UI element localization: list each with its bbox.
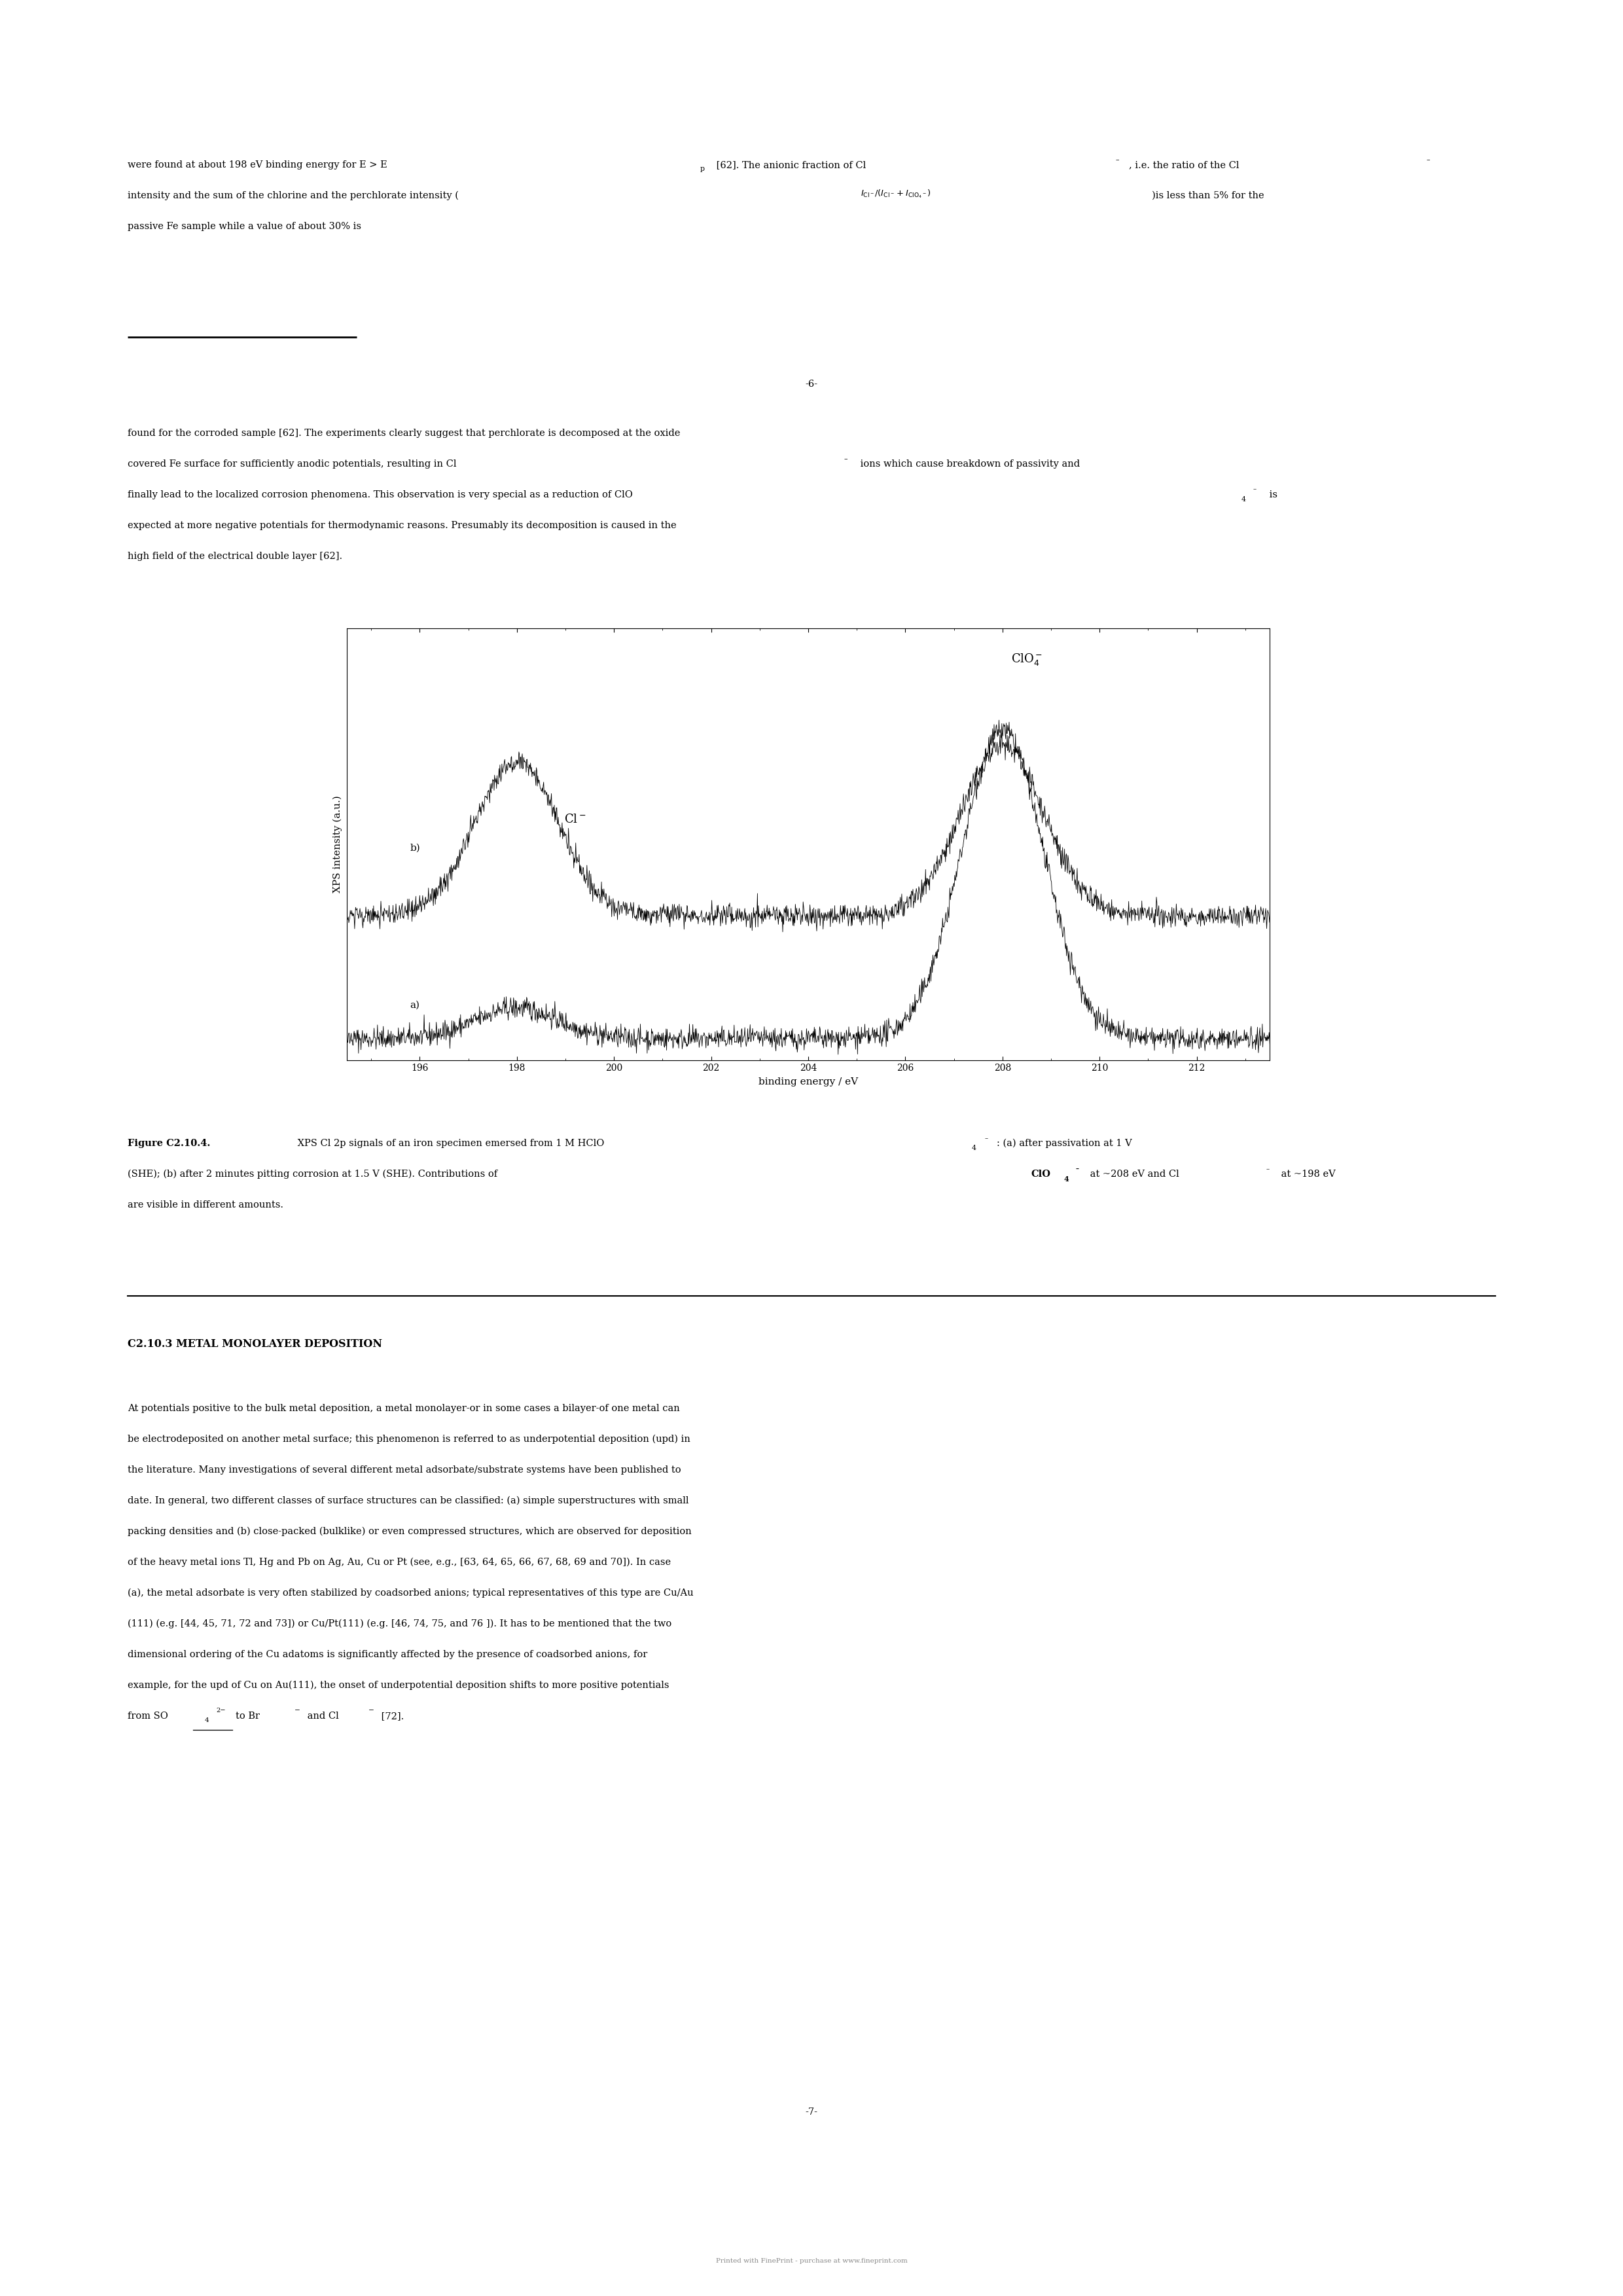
Text: is: is: [1266, 491, 1277, 501]
Text: –: –: [1117, 156, 1120, 163]
Text: example, for the upd of Cu on Au(111), the onset of underpotential deposition sh: example, for the upd of Cu on Au(111), t…: [128, 1681, 669, 1690]
Text: to Br: to Br: [235, 1711, 260, 1720]
Text: are visible in different amounts.: are visible in different amounts.: [128, 1201, 284, 1210]
Text: 4: 4: [1242, 496, 1246, 503]
Text: −: −: [368, 1708, 375, 1713]
Text: −: −: [294, 1708, 300, 1713]
Text: b): b): [411, 843, 420, 852]
Text: C2.10.3 METAL MONOLAYER DEPOSITION: C2.10.3 METAL MONOLAYER DEPOSITION: [128, 1339, 381, 1350]
Text: 4: 4: [204, 1717, 209, 1724]
Text: -6-: -6-: [805, 379, 818, 388]
Y-axis label: XPS intensity (a.u.): XPS intensity (a.u.): [333, 797, 342, 893]
Text: : (a) after passivation at 1 V: : (a) after passivation at 1 V: [997, 1139, 1131, 1148]
Text: [72].: [72].: [378, 1711, 404, 1720]
Text: 2−: 2−: [216, 1708, 226, 1713]
Text: (a), the metal adsorbate is very often stabilized by coadsorbed anions; typical : (a), the metal adsorbate is very often s…: [128, 1589, 693, 1598]
Text: [62]. The anionic fraction of Cl: [62]. The anionic fraction of Cl: [714, 161, 867, 170]
Text: of the heavy metal ions Tl, Hg and Pb on Ag, Au, Cu or Pt (see, e.g., [63, 64, 6: of the heavy metal ions Tl, Hg and Pb on…: [128, 1557, 670, 1568]
Text: Figure C2.10.4.: Figure C2.10.4.: [128, 1139, 211, 1148]
Text: (SHE); (b) after 2 minutes pitting corrosion at 1.5 V (SHE). Contributions of: (SHE); (b) after 2 minutes pitting corro…: [128, 1169, 500, 1180]
Text: expected at more negative potentials for thermodynamic reasons. Presumably its d: expected at more negative potentials for…: [128, 521, 677, 530]
Text: passive Fe sample while a value of about 30% is: passive Fe sample while a value of about…: [128, 223, 362, 232]
Text: , i.e. the ratio of the Cl: , i.e. the ratio of the Cl: [1130, 161, 1240, 170]
Text: -7-: -7-: [805, 2108, 818, 2117]
Text: packing densities and (b) close-packed (bulklike) or even compressed structures,: packing densities and (b) close-packed (…: [128, 1527, 691, 1536]
Text: covered Fe surface for sufficiently anodic potentials, resulting in Cl: covered Fe surface for sufficiently anod…: [128, 459, 456, 468]
Text: Printed with FinePrint - purchase at www.fineprint.com: Printed with FinePrint - purchase at www…: [716, 2257, 907, 2264]
Text: XPS Cl 2p signals of an iron specimen emersed from 1 M HClO: XPS Cl 2p signals of an iron specimen em…: [294, 1139, 604, 1148]
Text: intensity and the sum of the chlorine and the perchlorate intensity (: intensity and the sum of the chlorine an…: [128, 191, 459, 200]
Text: Cl$^-$: Cl$^-$: [565, 813, 586, 824]
Text: and Cl: and Cl: [305, 1711, 339, 1720]
Text: p: p: [700, 165, 704, 172]
Text: found for the corroded sample [62]. The experiments clearly suggest that perchlo: found for the corroded sample [62]. The …: [128, 429, 680, 439]
Text: 4: 4: [1063, 1176, 1068, 1182]
Text: (111) (e.g. [44, 45, 71, 72 and 73]) or Cu/Pt(111) (e.g. [46, 74, 75, and 76 ]).: (111) (e.g. [44, 45, 71, 72 and 73]) or …: [128, 1619, 672, 1628]
Text: ions which cause breakdown of passivity and: ions which cause breakdown of passivity …: [857, 459, 1079, 468]
Text: –: –: [1266, 1166, 1269, 1173]
Text: a): a): [411, 1001, 420, 1010]
Text: ClO: ClO: [1031, 1169, 1050, 1178]
X-axis label: binding energy / eV: binding energy / eV: [758, 1077, 859, 1086]
Text: be electrodeposited on another metal surface; this phenomenon is referred to as : be electrodeposited on another metal sur…: [128, 1435, 690, 1444]
Text: at ~198 eV: at ~198 eV: [1279, 1169, 1336, 1178]
Text: high field of the electrical double layer [62].: high field of the electrical double laye…: [128, 551, 342, 560]
Text: date. In general, two different classes of surface structures can be classified:: date. In general, two different classes …: [128, 1497, 688, 1506]
Text: dimensional ordering of the Cu adatoms is significantly affected by the presence: dimensional ordering of the Cu adatoms i…: [128, 1651, 648, 1660]
Text: ClO$_4^-$: ClO$_4^-$: [1011, 652, 1042, 666]
Text: –: –: [1427, 156, 1430, 163]
Text: finally lead to the localized corrosion phenomena. This observation is very spec: finally lead to the localized corrosion …: [128, 491, 633, 501]
Text: at ~208 eV and Cl: at ~208 eV and Cl: [1087, 1169, 1180, 1178]
Text: 4: 4: [972, 1146, 977, 1150]
Text: –: –: [1253, 487, 1256, 491]
Text: At potentials positive to the bulk metal deposition, a metal monolayer-or in som: At potentials positive to the bulk metal…: [128, 1403, 680, 1412]
Text: –: –: [985, 1137, 988, 1141]
Text: the literature. Many investigations of several different metal adsorbate/substra: the literature. Many investigations of s…: [128, 1465, 682, 1474]
Text: )is less than 5% for the: )is less than 5% for the: [1152, 191, 1264, 200]
Text: –: –: [1074, 1166, 1079, 1173]
Text: $I_{\mathrm{Cl}^-}/(I_{\mathrm{Cl}^-} + I_{\mathrm{ClO_4}^-})$: $I_{\mathrm{Cl}^-}/(I_{\mathrm{Cl}^-} + …: [860, 188, 932, 200]
Text: were found at about 198 eV binding energy for E > E: were found at about 198 eV binding energ…: [128, 161, 388, 170]
Text: –: –: [844, 455, 847, 461]
Text: from SO: from SO: [128, 1711, 169, 1720]
